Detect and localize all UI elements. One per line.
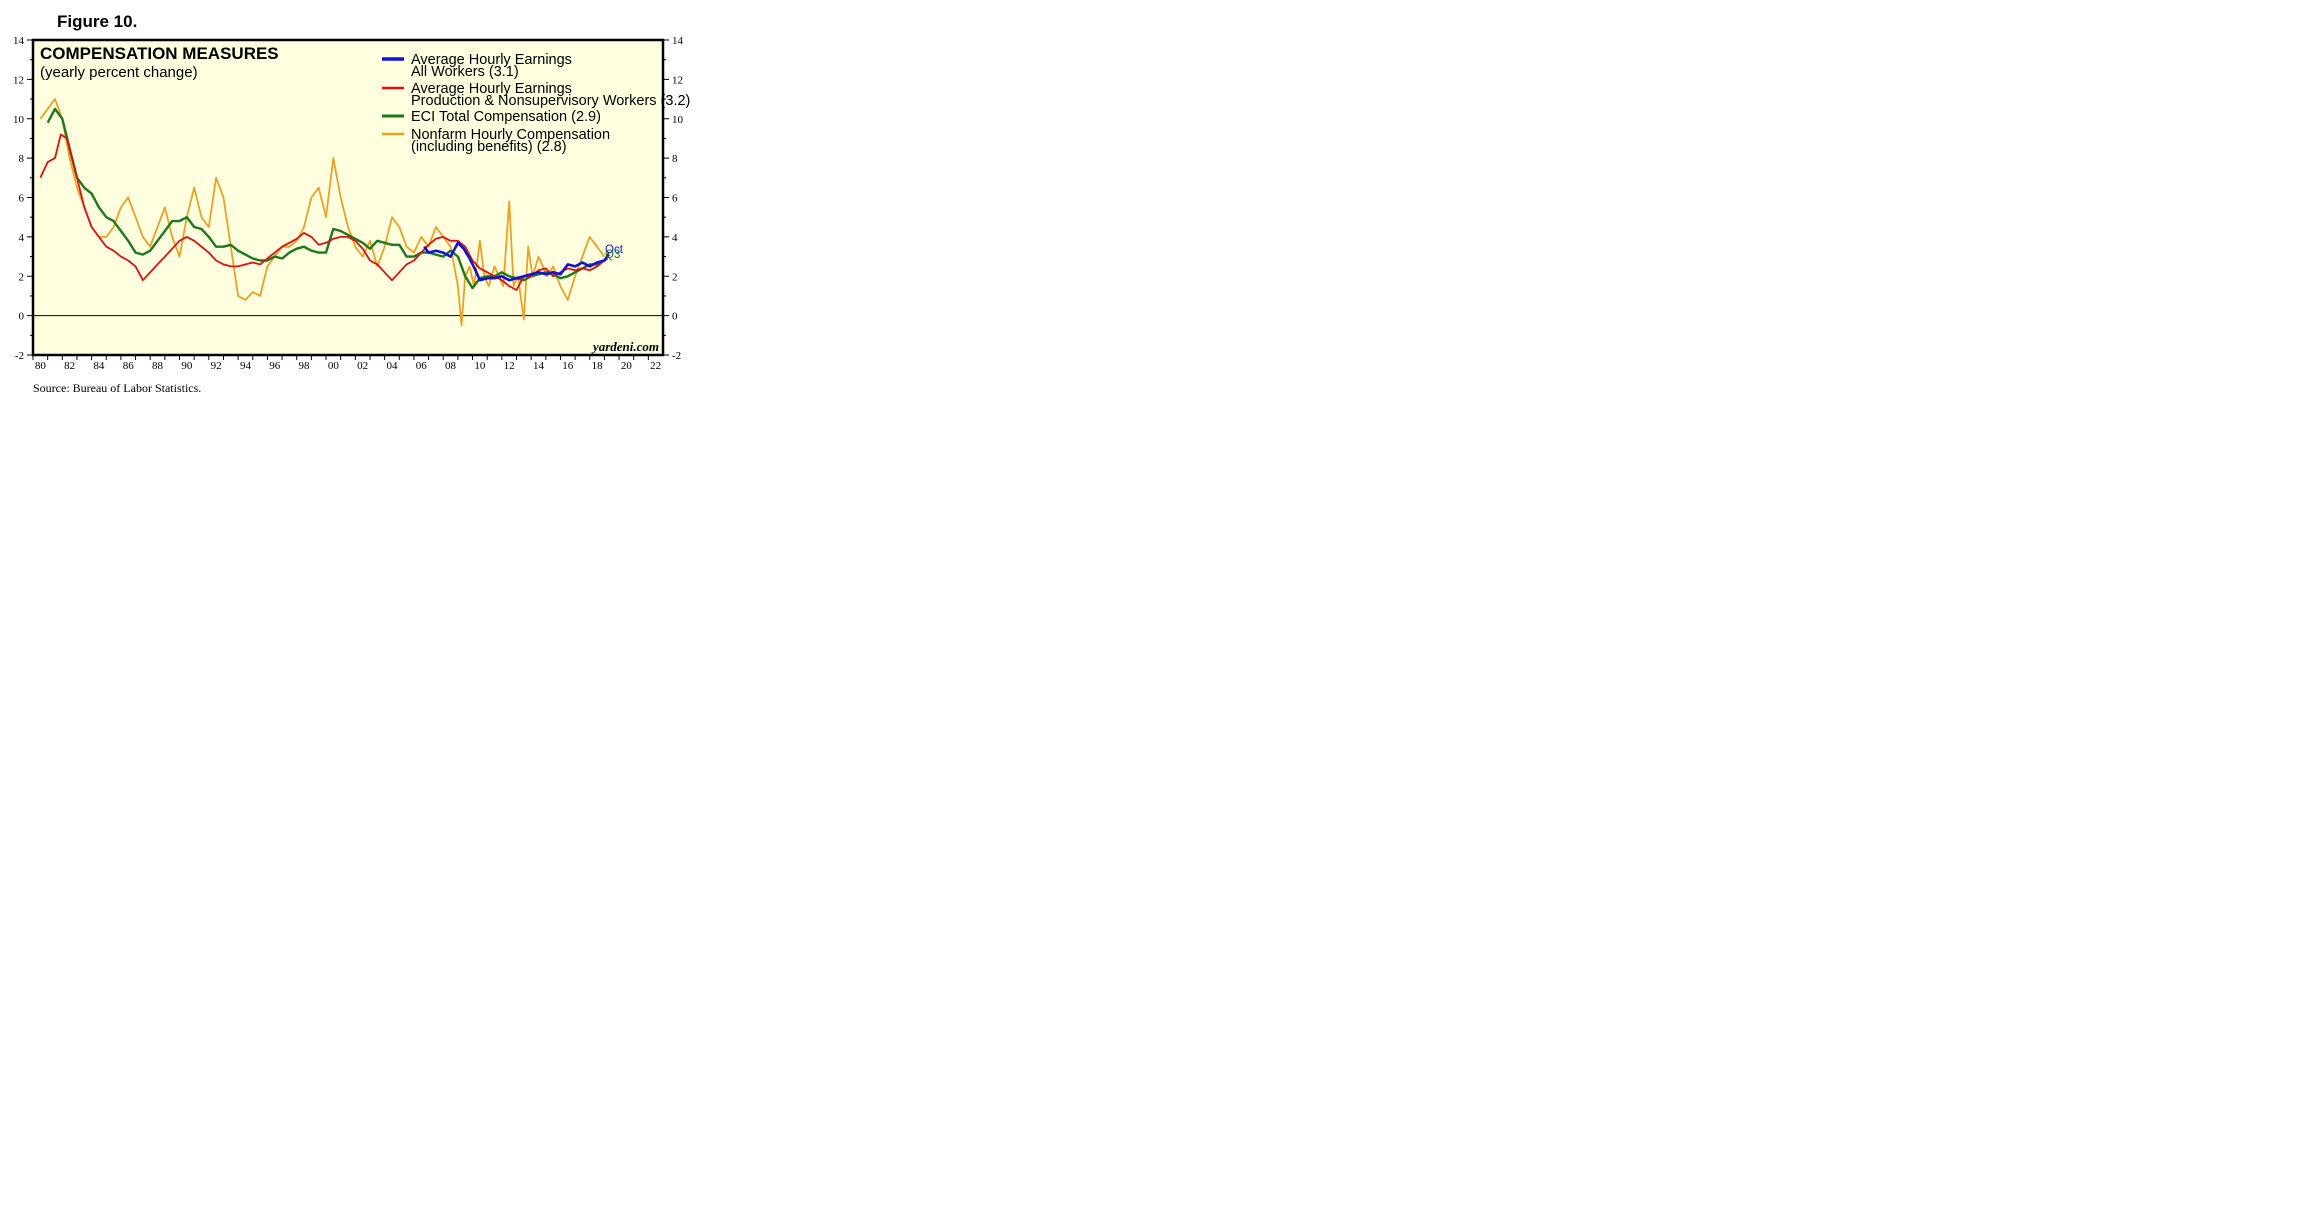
x-tick-label: 80 — [35, 360, 47, 372]
left-y-axis: -2 0 2 4 6 8 10 12 14 — [13, 35, 33, 362]
series-line-ahe-production — [39, 133, 610, 291]
x-tick-label: 18 — [592, 360, 604, 372]
legend-label-ahe-all-line1: Average Hourly Earnings — [411, 52, 572, 68]
x-tick-label: 82 — [64, 360, 75, 372]
legend-label-eci: ECI Total Compensation (2.9) — [411, 109, 601, 125]
x-tick-label: 84 — [93, 360, 105, 372]
x-tick-label: 14 — [533, 360, 545, 372]
y-tick-label-left: 6 — [19, 193, 25, 205]
x-tick-label: 20 — [621, 360, 633, 372]
y-tick-label-right: 6 — [672, 193, 678, 205]
legend-label-ahe-production-line2: Production & Nonsupervisory Workers (3.2… — [411, 93, 690, 109]
source-note: Source: Bureau of Labor Statistics. — [33, 381, 201, 395]
x-tick-label: 16 — [562, 360, 574, 372]
y-tick-label-right: 2 — [672, 271, 678, 283]
y-tick-label-right: -2 — [672, 350, 681, 362]
chart-subtitle: (yearly percent change) — [40, 64, 198, 81]
chart-title: COMPENSATION MEASURES — [40, 44, 279, 63]
x-tick-label: 92 — [211, 360, 222, 372]
x-tick-label: 12 — [504, 360, 515, 372]
y-tick-label-right: 0 — [672, 311, 678, 323]
y-tick-label-left: 12 — [13, 74, 24, 86]
y-tick-label-left: 4 — [19, 232, 25, 244]
x-tick-label: 90 — [181, 360, 193, 372]
y-tick-label-right: 10 — [672, 114, 684, 126]
x-tick-label: 04 — [386, 360, 398, 372]
plot-area — [31, 38, 665, 357]
x-tick-label: 08 — [445, 360, 457, 372]
x-tick-label: 02 — [357, 360, 368, 372]
end-label-oct: Oct — [605, 244, 624, 256]
x-tick-label: 88 — [152, 360, 164, 372]
series-line-nonfarm — [39, 98, 606, 327]
x-tick-label: 06 — [416, 360, 428, 372]
x-tick-label: 98 — [299, 360, 311, 372]
y-tick-label-left: 8 — [19, 153, 25, 165]
y-tick-label-left: 10 — [13, 114, 25, 126]
legend-label-ahe-production-line1: Average Hourly Earnings — [411, 81, 572, 97]
y-tick-label-right: 8 — [672, 153, 678, 165]
watermark: yardeni.com — [591, 339, 659, 354]
x-tick-label: 10 — [474, 360, 486, 372]
x-tick-label: 94 — [240, 360, 252, 372]
y-tick-label-right: 12 — [672, 74, 683, 86]
end-label-q3: Q3 — [605, 249, 620, 261]
legend-label-nonfarm-line2: (including benefits) (2.8) — [411, 139, 567, 155]
legend: Average Hourly Earnings All Workers (3.1… — [382, 52, 690, 155]
x-tick-label: 96 — [269, 360, 281, 372]
y-tick-label-left: 14 — [13, 35, 25, 47]
x-tick-label: 00 — [328, 360, 340, 372]
x-tick-label: 22 — [650, 360, 661, 372]
legend-label-ahe-all-line2: All Workers (3.1) — [411, 64, 519, 80]
x-tick-label: 86 — [123, 360, 135, 372]
x-axis: 80 82 84 86 88 90 92 94 96 98 00 02 04 06 08 10 12 14 16 18… — [32, 355, 661, 372]
y-tick-label-left: 0 — [19, 311, 25, 323]
y-tick-label-right: 4 — [672, 232, 678, 244]
y-tick-label-left: -2 — [15, 350, 24, 362]
series-lines — [39, 98, 610, 327]
y-tick-label-right: 14 — [672, 35, 684, 47]
legend-label-nonfarm-line1: Nonfarm Hourly Compensation — [411, 127, 610, 143]
y-tick-label-left: 2 — [19, 271, 25, 283]
figure-label: Figure 10. — [57, 12, 137, 31]
right-y-axis: -2 0 2 4 6 8 10 12 14 — [663, 35, 684, 362]
series-line-ahe-all — [423, 241, 610, 282]
